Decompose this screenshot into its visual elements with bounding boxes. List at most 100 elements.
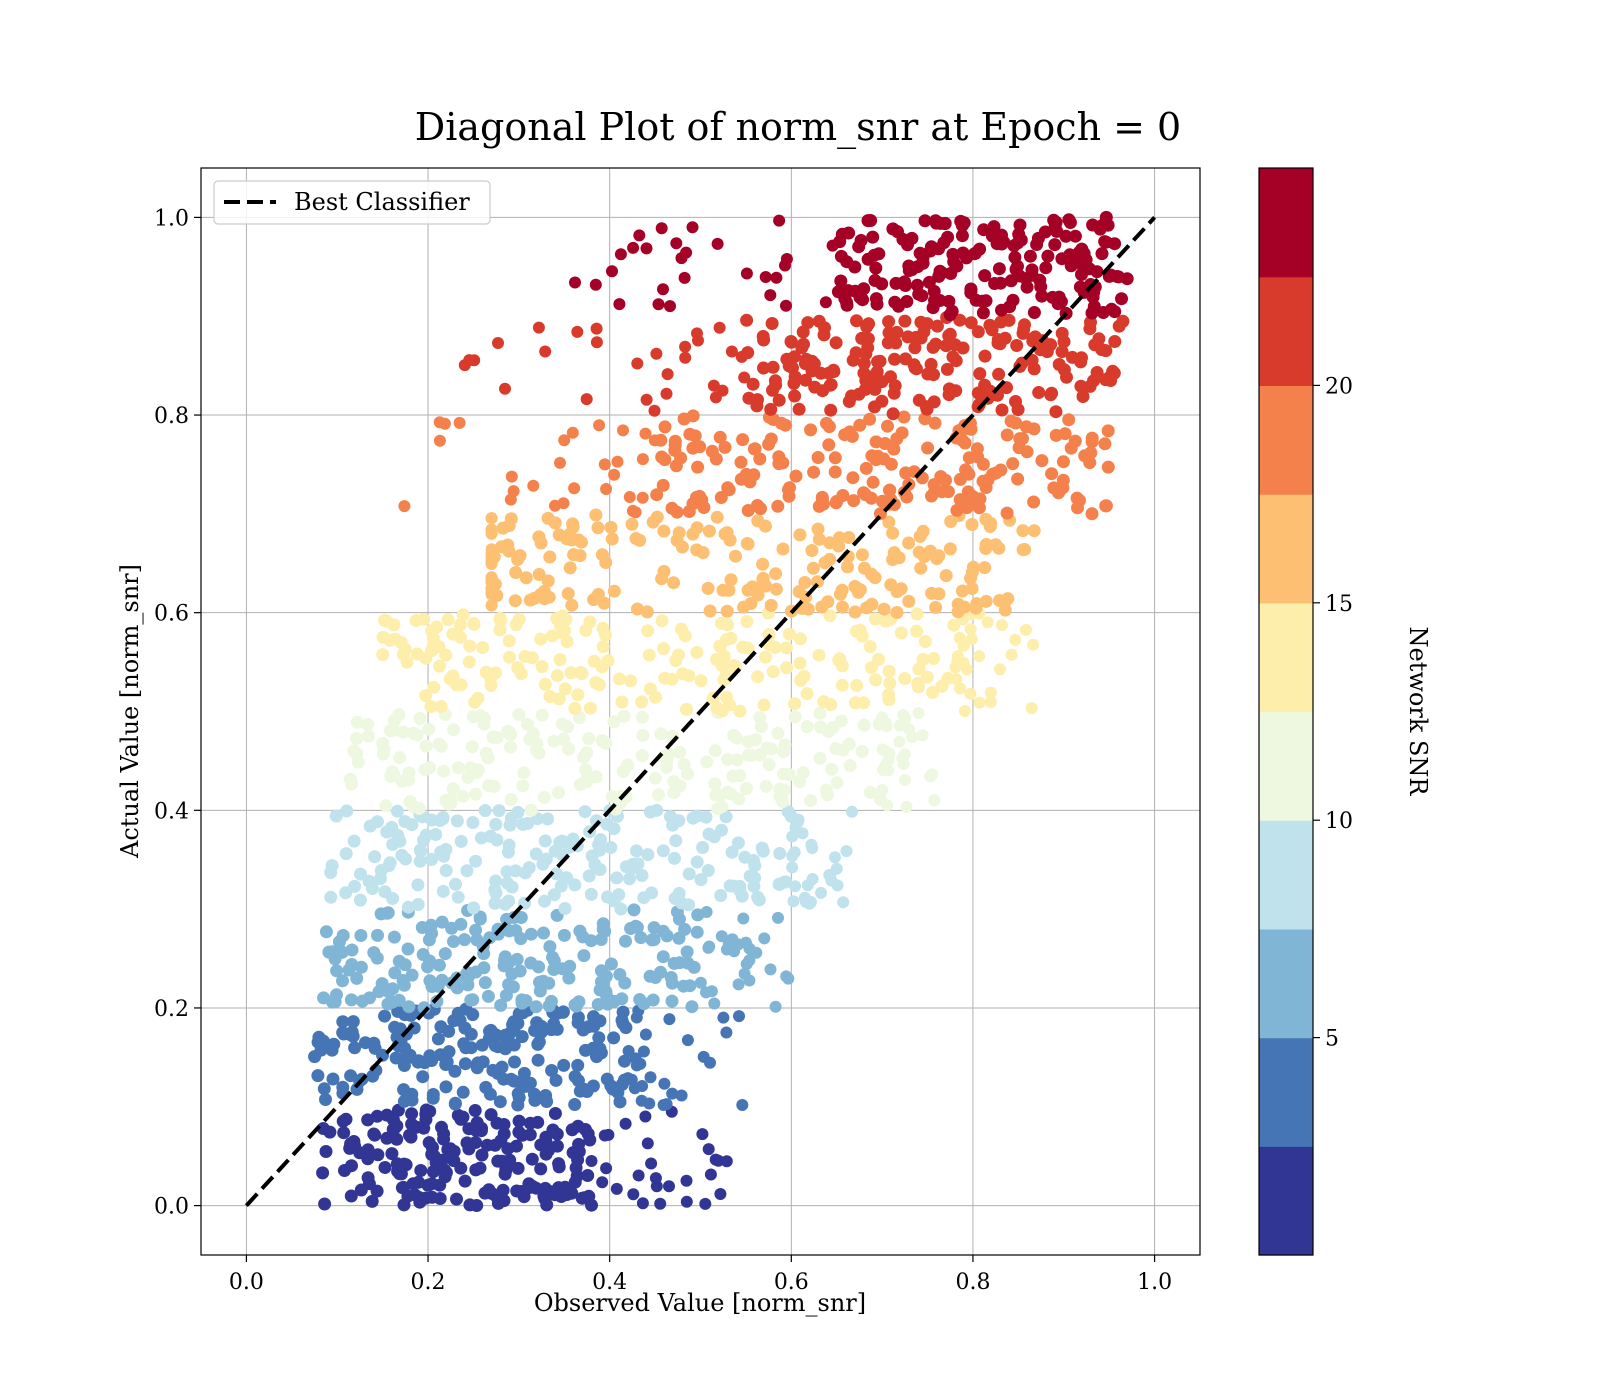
scatter-point	[328, 995, 342, 1009]
scatter-point	[625, 517, 639, 531]
scatter-point	[863, 785, 877, 799]
scatter-point	[753, 452, 767, 466]
scatter-point	[534, 588, 547, 602]
scatter-point	[776, 542, 790, 556]
scatter-point	[520, 717, 534, 731]
scatter-point	[881, 419, 894, 433]
scatter-point	[1028, 330, 1042, 344]
scatter-point	[590, 336, 603, 349]
scatter-point	[594, 964, 608, 978]
scatter-point	[648, 971, 662, 984]
scatter-point	[656, 478, 670, 492]
scatter-point	[713, 321, 726, 334]
scatter-point	[376, 747, 390, 761]
scatter-point	[648, 434, 661, 447]
scatter-point	[682, 669, 696, 683]
scatter-point	[1055, 252, 1069, 266]
scatter-point	[860, 320, 874, 334]
scatter-point	[425, 853, 438, 866]
scatter-point	[780, 970, 793, 983]
scatter-point	[694, 976, 707, 989]
scatter-point	[739, 936, 752, 949]
scatter-point	[846, 471, 860, 485]
scatter-point	[507, 485, 520, 498]
scatter-point	[801, 879, 814, 892]
scatter-point	[853, 418, 867, 432]
scatter-point	[1086, 218, 1100, 232]
scatter-point	[532, 568, 546, 581]
scatter-point	[477, 717, 491, 731]
scatter-point	[1020, 445, 1034, 459]
scatter-point	[568, 701, 582, 715]
scatter-point	[596, 1176, 609, 1189]
scatter-point	[547, 888, 561, 902]
scatter-point	[448, 1064, 462, 1078]
scatter-point	[872, 652, 886, 666]
scatter-point	[1112, 319, 1126, 333]
scatter-point	[930, 319, 944, 333]
scatter-point	[516, 1006, 530, 1020]
scatter-point	[887, 546, 901, 560]
scatter-point	[1065, 350, 1079, 364]
scatter-point	[771, 499, 785, 513]
scatter-point	[779, 641, 793, 655]
legend-box	[213, 180, 491, 225]
scatter-point	[665, 994, 679, 1008]
scatter-point	[593, 843, 607, 857]
scatter-point	[614, 248, 627, 261]
scatter-point	[451, 890, 465, 904]
scatter-point	[558, 434, 571, 447]
scatter-point	[1007, 239, 1021, 253]
scatter-point	[764, 742, 778, 756]
scatter-point	[827, 363, 840, 377]
scatter-point	[619, 1117, 632, 1130]
colorbar-segment	[1259, 1146, 1313, 1256]
scatter-point	[793, 775, 807, 789]
scatter-point	[524, 803, 538, 817]
scatter-point	[951, 597, 965, 611]
scatter-point	[788, 846, 801, 859]
scatter-point	[604, 520, 618, 534]
scatter-point	[857, 486, 871, 500]
scatter-point	[622, 1045, 635, 1057]
scatter-point	[579, 763, 593, 777]
scatter-point	[836, 600, 849, 614]
scatter-point	[853, 286, 867, 300]
scatter-point	[389, 1051, 403, 1065]
scatter-point	[552, 786, 565, 800]
scatter-point	[401, 942, 415, 956]
scatter-point	[405, 1087, 419, 1101]
scatter-point	[899, 773, 911, 786]
scatter-point	[470, 1061, 484, 1075]
scatter-point	[635, 869, 649, 882]
scatter-point	[571, 1016, 585, 1030]
scatter-point	[943, 542, 957, 556]
scatter-point	[1032, 386, 1046, 399]
scatter-point	[1120, 272, 1134, 286]
scatter-point	[336, 974, 349, 988]
scatter-point	[436, 884, 450, 898]
scatter-point	[1058, 427, 1072, 441]
scatter-point	[835, 227, 849, 241]
scatter-point	[916, 256, 930, 270]
scatter-point	[893, 719, 906, 732]
scatter-point	[508, 1055, 521, 1069]
scatter-point	[490, 1116, 504, 1130]
scatter-point	[769, 567, 783, 581]
scatter-point	[1087, 300, 1101, 313]
scatter-point	[640, 605, 654, 619]
scatter-point	[552, 1157, 566, 1171]
scatter-point	[934, 470, 948, 484]
scatter-point	[646, 515, 660, 529]
scatter-point	[863, 412, 877, 426]
scatter-point	[503, 818, 517, 832]
scatter-point	[405, 1117, 419, 1131]
scatter-point	[437, 764, 451, 778]
scatter-point	[740, 267, 753, 280]
scatter-point	[918, 635, 932, 648]
scatter-point	[435, 915, 449, 929]
scatter-point	[985, 323, 999, 337]
scatter-point	[1104, 268, 1118, 282]
scatter-point	[587, 654, 601, 668]
scatter-point	[568, 482, 581, 495]
